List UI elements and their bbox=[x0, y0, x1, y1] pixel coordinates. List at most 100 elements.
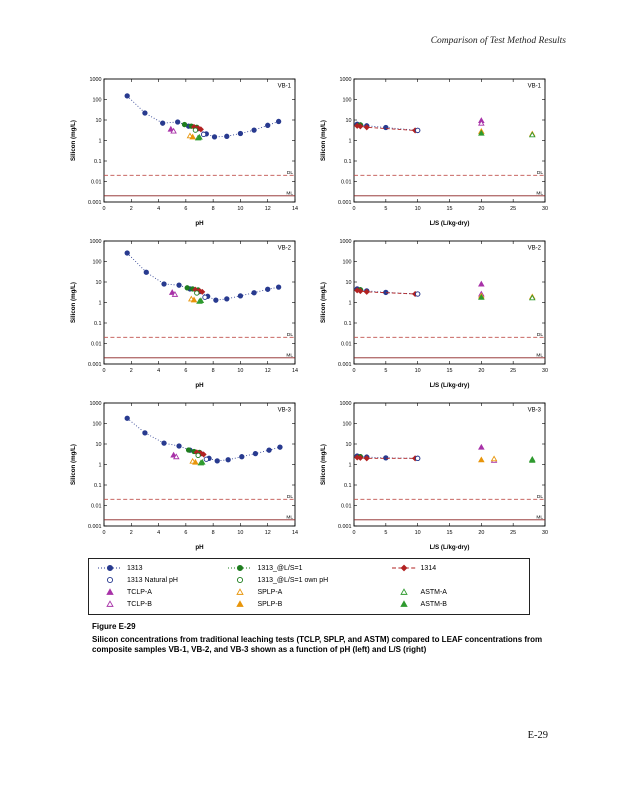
svg-text:0: 0 bbox=[353, 206, 356, 212]
svg-text:Silicon (mg/L): Silicon (mg/L) bbox=[320, 444, 327, 485]
legend-item: TCLP-A bbox=[97, 587, 227, 597]
svg-text:Silicon (mg/L): Silicon (mg/L) bbox=[70, 120, 77, 161]
legend-item: 1313 Natural pH bbox=[97, 575, 227, 585]
svg-text:Silicon (mg/L): Silicon (mg/L) bbox=[70, 282, 77, 323]
figure-number: Figure E-29 bbox=[92, 622, 136, 631]
svg-text:DL: DL bbox=[287, 494, 293, 500]
svg-text:Silicon (mg/L): Silicon (mg/L) bbox=[320, 120, 327, 161]
svg-text:pH: pH bbox=[195, 544, 204, 551]
svg-text:ML: ML bbox=[536, 352, 543, 358]
svg-text:0.001: 0.001 bbox=[338, 524, 352, 530]
svg-text:10: 10 bbox=[237, 206, 243, 212]
svg-text:DL: DL bbox=[287, 170, 293, 176]
legend-item: 1313_@L/S=1 bbox=[227, 563, 390, 573]
svg-text:8: 8 bbox=[212, 368, 215, 374]
legend-item-label: 1314 bbox=[420, 564, 437, 572]
svg-text:DL: DL bbox=[537, 170, 543, 176]
legend-item-label: 1313_@L/S=1 bbox=[257, 564, 303, 572]
legend-row: TCLP-A SPLP-A ASTM-A bbox=[97, 586, 521, 598]
svg-text:30: 30 bbox=[542, 368, 548, 374]
svg-text:4: 4 bbox=[157, 530, 160, 536]
svg-text:1000: 1000 bbox=[340, 239, 352, 245]
svg-text:0.001: 0.001 bbox=[88, 362, 102, 368]
svg-text:1000: 1000 bbox=[90, 77, 102, 83]
svg-text:1000: 1000 bbox=[90, 239, 102, 245]
legend-item-label: SPLP-B bbox=[257, 600, 283, 608]
svg-text:2: 2 bbox=[130, 530, 133, 536]
svg-text:DL: DL bbox=[537, 494, 543, 500]
legend-item: 1314 bbox=[391, 563, 521, 573]
chart-vb2-ph: 1000 100 10 1 0.1 0.01 0.001 0 2 4 6 8 10 12 14 pH Silic… bbox=[68, 234, 304, 390]
svg-text:12: 12 bbox=[265, 368, 271, 374]
svg-text:L/S (L/kg-dry): L/S (L/kg-dry) bbox=[430, 382, 470, 389]
svg-text:10: 10 bbox=[96, 280, 102, 286]
svg-text:0.1: 0.1 bbox=[344, 321, 352, 327]
svg-text:10: 10 bbox=[346, 442, 352, 448]
legend-marker-icon bbox=[236, 600, 245, 607]
legend-item-label: ASTM-A bbox=[420, 588, 447, 596]
svg-text:0.01: 0.01 bbox=[91, 179, 102, 185]
svg-text:1000: 1000 bbox=[340, 401, 352, 407]
legend-item-label: 1313 Natural pH bbox=[127, 576, 178, 584]
svg-text:14: 14 bbox=[292, 368, 298, 374]
svg-text:Silicon (mg/L): Silicon (mg/L) bbox=[320, 282, 327, 323]
svg-text:ML: ML bbox=[536, 514, 543, 520]
svg-text:30: 30 bbox=[542, 530, 548, 536]
svg-text:0.1: 0.1 bbox=[94, 159, 102, 165]
svg-text:2: 2 bbox=[130, 206, 133, 212]
chart-vb3-ls: 1000 100 10 1 0.1 0.01 0.001 0 5 10 15 20 25 30 L/S (L… bbox=[318, 396, 554, 552]
svg-text:100: 100 bbox=[93, 259, 102, 265]
legend-row: 1313 1313_@L/S=1 1314 bbox=[97, 562, 521, 574]
svg-text:0: 0 bbox=[353, 530, 356, 536]
svg-text:12: 12 bbox=[265, 206, 271, 212]
svg-text:10: 10 bbox=[346, 118, 352, 124]
svg-text:10: 10 bbox=[96, 442, 102, 448]
svg-text:VB-3: VB-3 bbox=[278, 408, 292, 414]
svg-text:1000: 1000 bbox=[90, 401, 102, 407]
svg-text:100: 100 bbox=[93, 97, 102, 103]
legend-item-label: SPLP-A bbox=[257, 588, 283, 596]
svg-text:0.1: 0.1 bbox=[94, 321, 102, 327]
svg-text:10: 10 bbox=[415, 530, 421, 536]
svg-text:L/S (L/kg-dry): L/S (L/kg-dry) bbox=[430, 220, 470, 227]
legend-marker-icon bbox=[399, 600, 408, 607]
svg-text:5: 5 bbox=[384, 368, 387, 374]
svg-text:10: 10 bbox=[415, 368, 421, 374]
legend-item: 1313 bbox=[97, 563, 227, 573]
svg-text:1000: 1000 bbox=[340, 77, 352, 83]
svg-text:8: 8 bbox=[212, 206, 215, 212]
svg-text:ML: ML bbox=[536, 190, 543, 196]
svg-text:0.001: 0.001 bbox=[338, 200, 352, 206]
svg-text:L/S (L/kg-dry): L/S (L/kg-dry) bbox=[430, 544, 470, 551]
svg-text:25: 25 bbox=[510, 530, 516, 536]
svg-text:5: 5 bbox=[384, 206, 387, 212]
svg-text:4: 4 bbox=[157, 368, 160, 374]
svg-text:30: 30 bbox=[542, 206, 548, 212]
svg-text:5: 5 bbox=[384, 530, 387, 536]
svg-text:ML: ML bbox=[286, 190, 293, 196]
svg-text:100: 100 bbox=[343, 259, 352, 265]
legend-item: 1313_@L/S=1 own pH bbox=[227, 575, 390, 585]
legend-item: SPLP-A bbox=[227, 587, 390, 597]
legend-marker-icon bbox=[236, 588, 245, 595]
svg-text:2: 2 bbox=[130, 368, 133, 374]
legend-marker-icon bbox=[98, 564, 122, 572]
svg-text:0.01: 0.01 bbox=[91, 341, 102, 347]
svg-text:10: 10 bbox=[415, 206, 421, 212]
svg-text:0: 0 bbox=[103, 368, 106, 374]
svg-text:1: 1 bbox=[349, 138, 352, 144]
legend-marker-icon bbox=[237, 576, 244, 584]
legend-item-label: 1313 bbox=[127, 564, 143, 572]
svg-text:25: 25 bbox=[510, 368, 516, 374]
svg-text:1: 1 bbox=[99, 300, 102, 306]
svg-text:DL: DL bbox=[537, 332, 543, 338]
svg-text:15: 15 bbox=[447, 206, 453, 212]
svg-text:VB-1: VB-1 bbox=[278, 84, 292, 90]
svg-text:0: 0 bbox=[353, 368, 356, 374]
legend-item-label: TCLP-A bbox=[127, 588, 152, 596]
